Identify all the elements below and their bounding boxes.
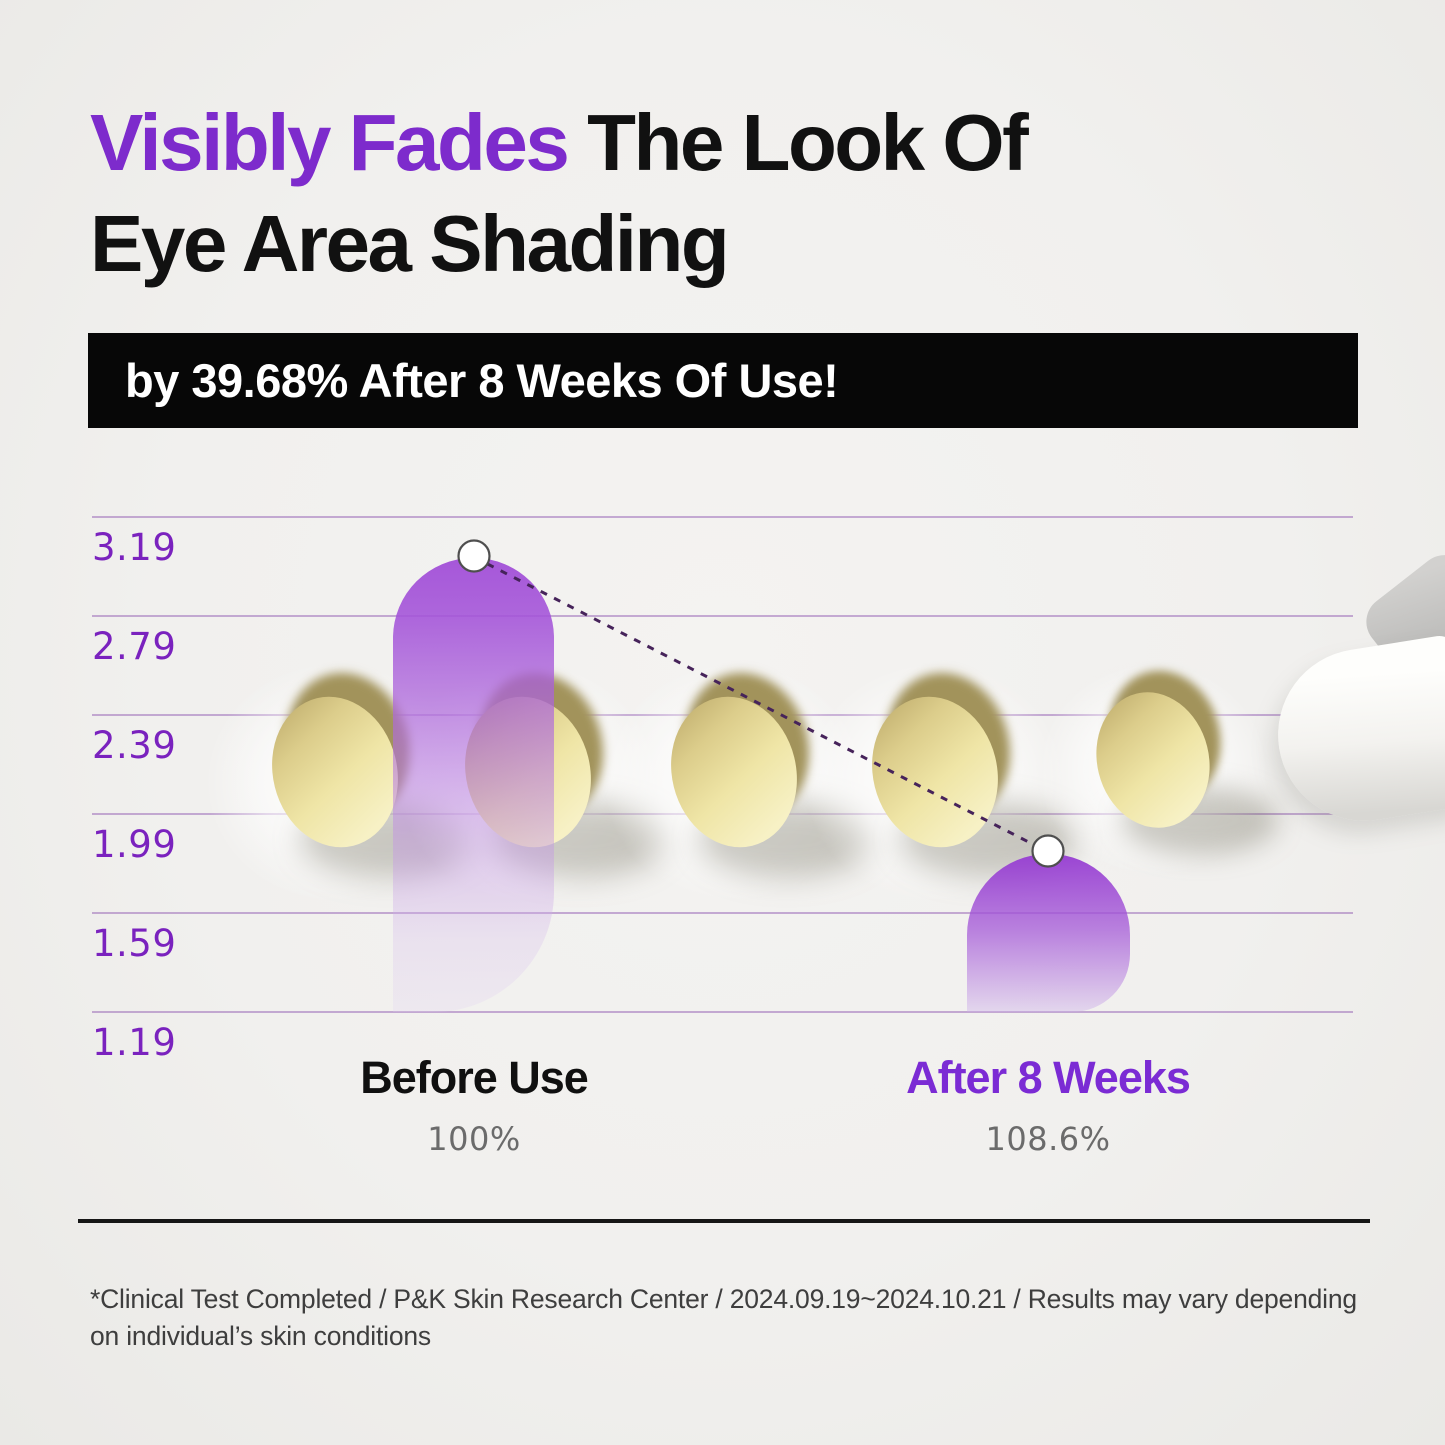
clinical-footnote: *Clinical Test Completed / P&K Skin Rese… [90,1281,1390,1355]
applicator-nozzle [1265,632,1445,834]
footnote-line-2: on individual’s skin conditions [90,1321,431,1351]
grid-line [92,912,1353,914]
grid-line [92,516,1353,518]
y-tick-label: 1.99 [92,823,177,866]
y-tick-label: 1.19 [92,1021,177,1064]
y-tick-label: 3.19 [92,526,177,569]
percent-label-after: 108.6% [985,1120,1111,1158]
grid-line [92,615,1353,617]
claim-banner: by 39.68% After 8 Weeks Of Use! [88,333,1358,428]
y-tick-label: 2.79 [92,625,177,668]
percent-label-before: 100% [427,1120,521,1158]
footnote-line-1: *Clinical Test Completed / P&K Skin Rese… [90,1284,1357,1314]
title-rest: The Look Of [567,98,1029,187]
title-line-1: Visibly Fades The Look Of [90,92,1029,193]
grid-line [92,1011,1353,1013]
bar-after-8-weeks [967,854,1130,1012]
y-tick-label: 1.59 [92,922,177,965]
bar-before-use [393,558,554,1012]
title-highlight: Visibly Fades [90,98,570,187]
footer-divider [78,1219,1370,1223]
title-line-2: Eye Area Shading [90,199,730,288]
y-tick-label: 2.39 [92,724,177,767]
product-applicator-tip [1265,544,1445,865]
category-label-before: Before Use [360,1052,589,1103]
page-title: Visibly Fades The Look Of Eye Area Shadi… [90,92,1029,294]
category-label-after: After 8 Weeks [906,1052,1191,1103]
